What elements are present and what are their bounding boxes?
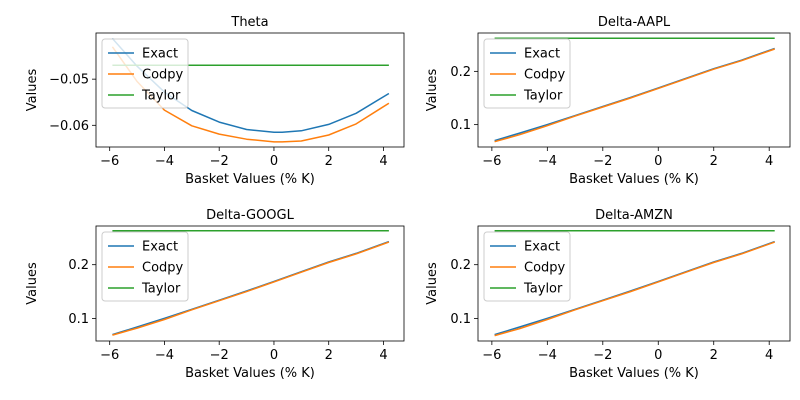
- x-tick-label: −4: [538, 154, 557, 169]
- legend-box: [483, 38, 571, 109]
- axes-frame: [95, 32, 405, 148]
- series-line-codpy: [494, 48, 775, 143]
- x-tick-label: −2: [210, 348, 229, 363]
- x-tick-label: 0: [270, 348, 278, 363]
- y-tick-label: −0.06: [49, 119, 89, 134]
- x-tick-label: −4: [538, 348, 557, 363]
- y-tick-label: 0.1: [450, 312, 471, 327]
- legend-label: Codpy: [142, 68, 184, 83]
- y-tick-label: −0.05: [49, 73, 89, 88]
- x-tick-label: −6: [100, 348, 119, 363]
- x-tick-label: −4: [155, 348, 174, 363]
- legend-label: Codpy: [524, 261, 566, 276]
- x-tick-label: 2: [710, 154, 718, 169]
- axes-frame: [477, 225, 791, 342]
- legend-label: Taylor: [523, 282, 563, 297]
- legend-label: Taylor: [141, 282, 181, 297]
- legend-label: Exact: [524, 240, 560, 255]
- y-tick-label: 0.1: [450, 118, 471, 133]
- x-tick-label: −6: [482, 154, 501, 169]
- x-tick-label: 4: [379, 348, 387, 363]
- legend-label: Exact: [142, 240, 178, 255]
- y-axis-label: Values: [425, 69, 440, 112]
- y-tick-label: 0.2: [450, 258, 471, 273]
- x-tick-label: −2: [593, 154, 612, 169]
- y-axis-label: Values: [25, 69, 40, 112]
- series-line-codpy: [494, 241, 775, 337]
- legend-box: [483, 231, 571, 302]
- legend: Exact Codpy Taylor: [483, 38, 571, 109]
- subplot-2: Delta-AAPL −6 −4 −2 0 2 4 0.1 0.2 Basket Values (…: [425, 15, 791, 187]
- y-tick-label: 0.2: [450, 65, 471, 80]
- legend: Exact Codpy Taylor: [101, 231, 189, 302]
- x-tick-label: 2: [325, 154, 333, 169]
- subplot-1: Theta −6 −4 −2 0 2 4 −0.06 −0.05 Basket Values (%…: [25, 15, 405, 187]
- legend-label: Exact: [524, 47, 560, 62]
- legend-box: [101, 231, 189, 302]
- series-line-codpy: [112, 241, 390, 336]
- y-axis-label: Values: [25, 262, 40, 305]
- y-tick-label: 0.2: [68, 258, 89, 273]
- x-tick-label: −4: [155, 154, 174, 169]
- subplot-4: Delta-AMZN −6 −4 −2 0 2 4 0.1 0.2 Basket Values (…: [425, 208, 791, 381]
- x-axis-label: Basket Values (% K): [185, 366, 315, 381]
- subplot-3: Delta-GOOGL −6 −4 −2 0 2 4 0.1 0.2 Basket Values …: [25, 208, 405, 381]
- x-tick-label: −2: [593, 348, 612, 363]
- axes-frame: [477, 32, 791, 148]
- subplot-title: Delta-AAPL: [598, 15, 671, 30]
- legend: Exact Codpy Taylor: [101, 38, 189, 109]
- y-tick-label: 0.1: [68, 312, 89, 327]
- y-axis-label: Values: [425, 262, 440, 305]
- x-tick-label: 4: [765, 348, 773, 363]
- axes-frame: [95, 225, 405, 342]
- legend-label: Taylor: [141, 89, 181, 104]
- legend-label: Taylor: [523, 89, 563, 104]
- x-tick-label: 0: [654, 154, 662, 169]
- x-tick-label: 0: [270, 154, 278, 169]
- x-tick-label: 4: [379, 154, 387, 169]
- x-tick-label: 2: [710, 348, 718, 363]
- x-axis-label: Basket Values (% K): [185, 172, 315, 187]
- subplot-title: Delta-GOOGL: [206, 208, 294, 223]
- legend-label: Codpy: [142, 261, 184, 276]
- legend-label: Exact: [142, 47, 178, 62]
- legend: Exact Codpy Taylor: [483, 231, 571, 302]
- x-axis-label: Basket Values (% K): [569, 366, 699, 381]
- x-tick-label: 0: [654, 348, 662, 363]
- x-tick-label: −2: [210, 154, 229, 169]
- legend-box: [101, 38, 189, 109]
- subplot-title: Delta-AMZN: [595, 208, 673, 223]
- x-tick-label: 4: [765, 154, 773, 169]
- x-tick-label: −6: [482, 348, 501, 363]
- x-tick-label: −6: [100, 154, 119, 169]
- subplot-title: Theta: [230, 15, 268, 30]
- legend-label: Codpy: [524, 68, 566, 83]
- x-axis-label: Basket Values (% K): [569, 172, 699, 187]
- x-tick-label: 2: [325, 348, 333, 363]
